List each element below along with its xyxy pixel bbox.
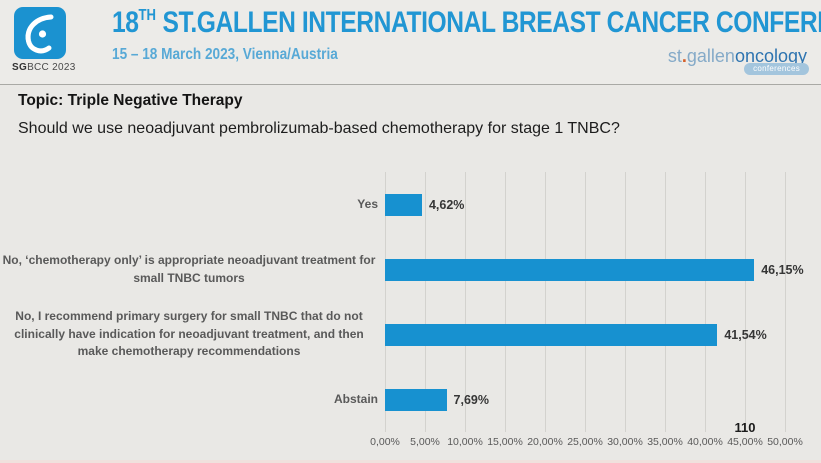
- partner-gallen: gallen: [686, 46, 735, 66]
- value-label: 7,69%: [453, 392, 489, 407]
- gridline: [385, 172, 386, 432]
- conference-title: 18TH ST.GALLEN INTERNATIONAL BREAST CANC…: [112, 6, 821, 39]
- chart-row: Yes 4,62%: [0, 172, 785, 237]
- logo-caption-bold: SG: [12, 62, 28, 73]
- bar-area: 7,69%: [385, 367, 785, 432]
- value-label: 4,62%: [428, 197, 465, 212]
- partner-st: st: [667, 46, 682, 66]
- x-tick-label: 25,00%: [567, 436, 603, 448]
- gridline: [425, 172, 426, 432]
- value-label: 46,15%: [761, 262, 804, 277]
- x-tick-label: 50,00%: [767, 436, 803, 448]
- bar-area: 4,62%: [385, 172, 785, 237]
- category-label: Yes: [0, 196, 385, 213]
- gridline: [465, 172, 466, 432]
- partner-conferences-badge: conferences: [744, 63, 809, 75]
- x-tick-label: 30,00%: [607, 436, 643, 448]
- st-gallen-oncology-logo: st.gallenoncology conferences: [667, 46, 809, 80]
- partner-dot: .: [681, 46, 687, 66]
- bar: [385, 193, 422, 216]
- logo-caption: SGBCC 2023: [12, 62, 76, 73]
- x-tick-label: 10,00%: [447, 436, 483, 448]
- category-label-text: No, ‘chemotherapy only’ is appropriate n…: [2, 253, 376, 285]
- gridline: [505, 172, 506, 432]
- gridline: [665, 172, 666, 432]
- header: SGBCC 2023 18TH ST.GALLEN INTERNATIONAL …: [0, 0, 821, 85]
- category-label: No, ‘chemotherapy only’ is appropriate n…: [0, 252, 385, 287]
- chart-row: No, I recommend primary surgery for smal…: [0, 302, 785, 367]
- category-label-text: Abstain: [333, 391, 378, 406]
- category-label: Abstain: [0, 391, 385, 408]
- x-tick-label: 0,00%: [370, 436, 400, 448]
- x-tick-label: 15,00%: [487, 436, 523, 448]
- vote-count: 110: [734, 420, 756, 435]
- category-label: No, I recommend primary surgery for smal…: [0, 308, 385, 360]
- question-text: Should we use neoadjuvant pembrolizumab-…: [18, 120, 620, 137]
- topic-label: Topic: Triple Negative Therapy: [18, 92, 243, 109]
- bar: [385, 323, 718, 346]
- x-tick-label: 5,00%: [410, 436, 440, 448]
- category-label-text: Yes: [357, 196, 378, 211]
- gridline: [745, 172, 746, 432]
- category-label-text: No, I recommend primary surgery for smal…: [14, 309, 364, 359]
- partner-oncology: oncology: [734, 46, 807, 66]
- chart-row: Abstain 7,69%: [0, 367, 785, 432]
- chart-row: No, ‘chemotherapy only’ is appropriate n…: [0, 237, 804, 302]
- gridline: [705, 172, 706, 432]
- x-tick-label: 45,00%: [727, 436, 763, 448]
- x-tick-label: 40,00%: [687, 436, 723, 448]
- x-tick-label: 35,00%: [647, 436, 683, 448]
- bar: [385, 258, 755, 281]
- bar-area: 41,54%: [385, 302, 785, 367]
- gridline: [785, 172, 786, 432]
- title-superscript: TH: [138, 7, 157, 24]
- gridline: [545, 172, 546, 432]
- logo-caption-rest: BCC 2023: [27, 62, 76, 73]
- bottom-strip: [0, 460, 821, 463]
- bar-area: 46,15%: [385, 237, 804, 302]
- x-tick-label: 20,00%: [527, 436, 563, 448]
- conference-dates: 15 – 18 March 2023, Vienna/Austria: [112, 46, 338, 63]
- gridline: [625, 172, 626, 432]
- bar: [385, 388, 447, 411]
- sgbcc-breast-logo-icon: [14, 7, 66, 59]
- gridline: [585, 172, 586, 432]
- value-label: 41,54%: [724, 327, 767, 342]
